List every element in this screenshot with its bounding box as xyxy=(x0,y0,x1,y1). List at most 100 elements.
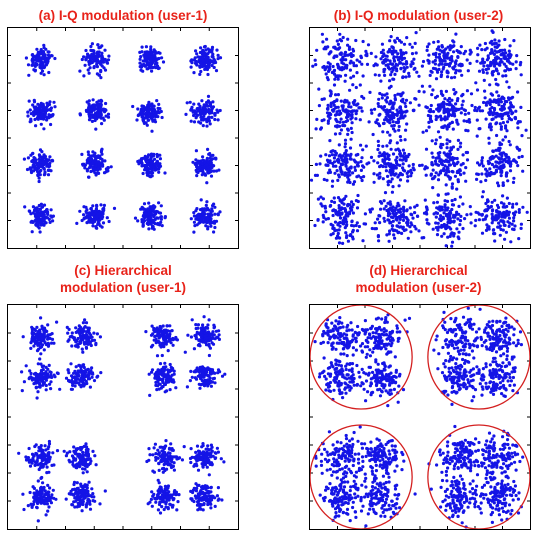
scatter-point xyxy=(453,174,457,178)
scatter-point xyxy=(374,121,378,125)
scatter-point xyxy=(166,377,170,381)
scatter-point xyxy=(393,72,397,76)
scatter-point xyxy=(96,113,101,117)
scatter-point xyxy=(502,223,506,227)
scatter-point xyxy=(382,121,386,125)
scatter-point xyxy=(99,103,103,107)
scatter-point xyxy=(144,55,148,59)
scatter-point xyxy=(140,50,144,54)
scatter-point xyxy=(428,84,432,88)
scatter-point xyxy=(201,323,205,327)
scatter-point xyxy=(344,58,348,62)
scatter-point xyxy=(87,328,91,332)
scatter-point xyxy=(95,103,99,107)
scatter-point xyxy=(461,226,465,231)
scatter-point xyxy=(432,40,436,44)
scatter-point xyxy=(518,63,522,67)
scatter-point xyxy=(35,396,39,400)
scatter-point xyxy=(399,138,403,142)
scatter-point xyxy=(358,118,362,122)
scatter-point xyxy=(437,108,441,113)
scatter-point xyxy=(36,109,40,113)
scatter-point xyxy=(359,160,363,164)
scatter-point xyxy=(405,122,409,126)
scatter-point xyxy=(149,175,153,179)
scatter-point xyxy=(388,118,392,122)
scatter-point xyxy=(519,73,523,77)
scatter-point xyxy=(357,106,361,110)
scatter-point xyxy=(190,58,194,62)
scatter-point xyxy=(424,147,429,151)
scatter-point xyxy=(408,101,412,105)
scatter-point xyxy=(431,168,435,172)
scatter-point xyxy=(33,463,37,467)
axis-ticks xyxy=(8,305,238,529)
scatter-point xyxy=(97,73,101,77)
scatter-point xyxy=(476,106,481,110)
scatter-point xyxy=(517,237,521,241)
scatter-point xyxy=(42,46,46,50)
scatter-point xyxy=(144,111,149,115)
scatter-point xyxy=(341,104,345,108)
scatter-point xyxy=(189,217,193,221)
scatter-point xyxy=(457,230,461,234)
scatter-point xyxy=(204,336,209,340)
scatter-point xyxy=(189,335,193,339)
scatter-point xyxy=(397,124,401,129)
scatter-point xyxy=(475,177,479,181)
scatter-point xyxy=(192,214,196,218)
scatter-point xyxy=(354,153,358,157)
scatter-point xyxy=(330,184,334,188)
scatter-point xyxy=(93,159,97,164)
scatter-point xyxy=(168,332,172,336)
scatter-point xyxy=(190,318,194,322)
scatter-point xyxy=(462,171,466,175)
scatter-point xyxy=(488,112,492,117)
scatter-point xyxy=(200,162,204,166)
scatter-point xyxy=(103,159,107,163)
scatter-point xyxy=(489,60,493,64)
scatter-point xyxy=(144,215,148,219)
scatter-point xyxy=(351,109,355,113)
scatter-point xyxy=(468,120,472,124)
scatter-point xyxy=(385,144,389,148)
scatter-point xyxy=(438,135,442,139)
scatter-point xyxy=(218,108,222,113)
scatter-point xyxy=(511,205,515,209)
scatter-point xyxy=(421,59,426,64)
scatter-point xyxy=(453,64,457,68)
scatter-point xyxy=(213,59,217,63)
scatter-point xyxy=(204,203,208,207)
scatter-point xyxy=(32,339,36,343)
scatter-point xyxy=(442,211,446,215)
scatter-point xyxy=(199,69,203,74)
scatter-point xyxy=(349,233,353,237)
scatter-point xyxy=(40,451,45,455)
scatter-point xyxy=(204,167,208,171)
scatter-point xyxy=(157,102,161,106)
scatter-point xyxy=(390,70,394,74)
scatter-point xyxy=(452,106,456,110)
scatter-point xyxy=(197,166,202,170)
scatter-point xyxy=(155,152,159,157)
scatter-points xyxy=(17,315,227,523)
scatter-point xyxy=(194,377,199,381)
scatter-point xyxy=(386,183,390,187)
scatter-point xyxy=(387,162,391,167)
scatter-point xyxy=(458,195,462,199)
scatter-point xyxy=(92,65,96,69)
scatter-point xyxy=(412,57,416,61)
scatter-point xyxy=(204,224,208,228)
scatter-point xyxy=(355,109,359,113)
scatter-point xyxy=(484,167,488,171)
scatter-point xyxy=(26,156,30,160)
scatter-point xyxy=(393,93,397,98)
scatter-point xyxy=(516,126,520,130)
scatter-point xyxy=(205,124,209,128)
scatter-point xyxy=(208,49,212,54)
scatter-point xyxy=(436,221,440,225)
scatter-point xyxy=(77,461,81,465)
scatter-point xyxy=(45,118,49,122)
scatter-point xyxy=(35,213,39,217)
scatter-point xyxy=(502,202,506,206)
